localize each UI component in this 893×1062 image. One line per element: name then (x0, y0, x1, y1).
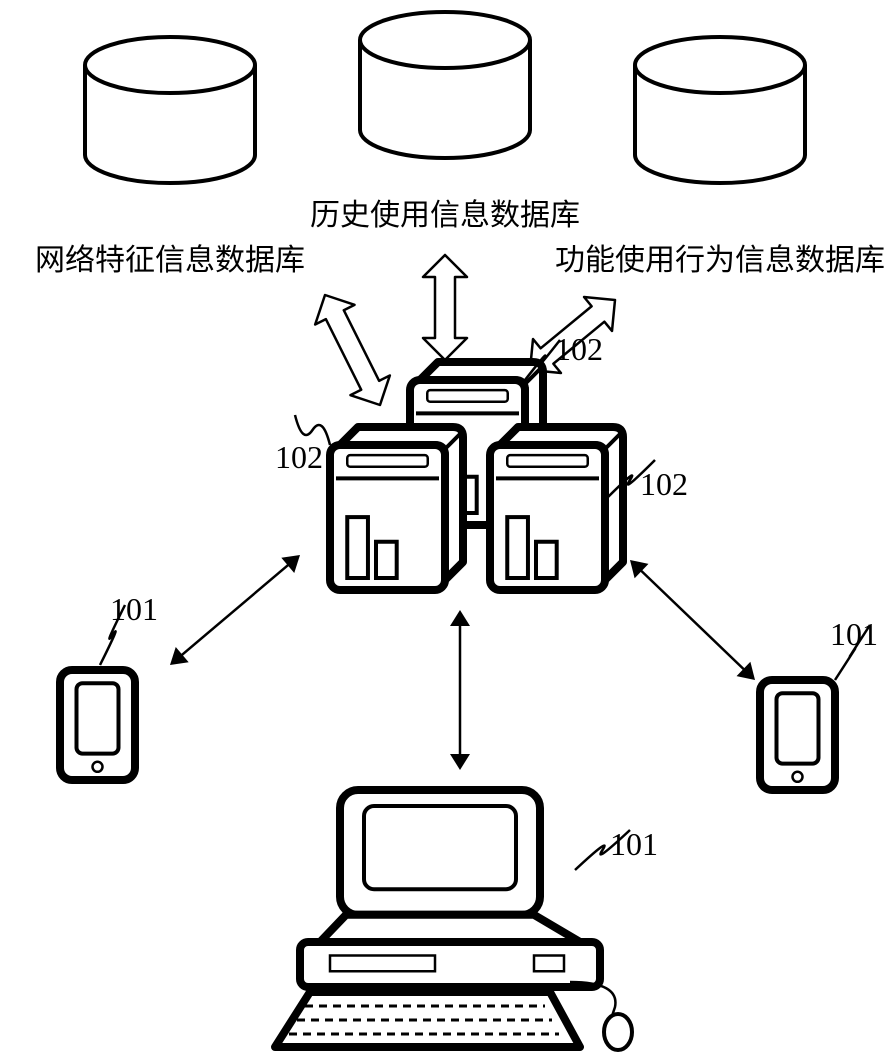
reference-label: 101 (830, 616, 878, 652)
db-label: 功能使用行为信息数据库 (555, 244, 885, 277)
architecture-diagram: 网络特征信息数据库历史使用信息数据库功能使用行为信息数据库 102 102 102 10… (0, 0, 893, 1062)
reference-label: 102 (275, 439, 323, 475)
reference-label: 102 (555, 331, 603, 367)
db-label: 网络特征信息数据库 (35, 244, 305, 277)
reference-label: 101 (610, 826, 658, 862)
db-label: 历史使用信息数据库 (310, 199, 580, 232)
double-arrow-hollow (315, 295, 390, 405)
reference-label: 102 (640, 466, 688, 502)
double-arrow-hollow (423, 255, 467, 360)
reference-label: 101 (110, 591, 158, 627)
